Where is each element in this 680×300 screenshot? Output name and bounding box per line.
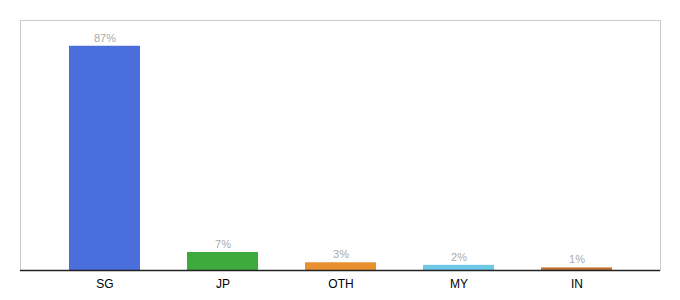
svg-text:MY: MY: [450, 277, 468, 291]
svg-text:SG: SG: [96, 277, 113, 291]
svg-text:87%: 87%: [94, 32, 116, 44]
svg-text:1%: 1%: [569, 253, 585, 265]
svg-text:OTH: OTH: [328, 277, 353, 291]
svg-text:JP: JP: [216, 277, 230, 291]
svg-text:2%: 2%: [451, 251, 467, 263]
svg-text:3%: 3%: [333, 248, 349, 260]
svg-text:IN: IN: [571, 277, 583, 291]
svg-text:7%: 7%: [215, 238, 231, 250]
